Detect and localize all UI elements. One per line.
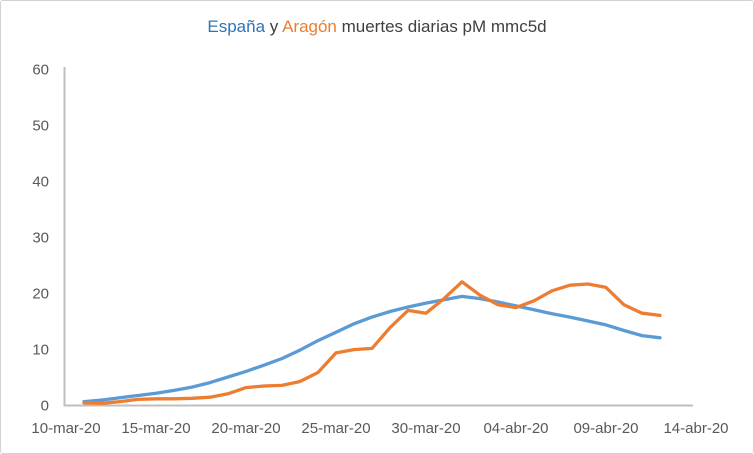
y-axis-tick-label: 60	[32, 62, 49, 79]
x-axis-tick-label: 04-abr-20	[483, 420, 548, 437]
y-axis-tick-label: 20	[32, 286, 49, 303]
y-axis-tick-label: 30	[32, 230, 49, 247]
x-axis-tick-label: 30-mar-20	[391, 420, 460, 437]
chart-title: España y Aragón muertes diarias pM mmc5d	[1, 17, 753, 37]
title-espana: España	[207, 17, 266, 36]
x-axis-tick-label: 25-mar-20	[301, 420, 370, 437]
x-axis-tick-label: 09-abr-20	[573, 420, 638, 437]
series-line-espana	[82, 294, 662, 404]
y-axis-tick-label: 0	[41, 398, 49, 415]
x-axis-tick-label: 14-abr-20	[663, 420, 728, 437]
y-axis-tick-label: 50	[32, 118, 49, 135]
x-axis-tick-label: 15-mar-20	[121, 420, 190, 437]
y-axis-tick-label: 40	[32, 174, 49, 191]
x-axis-tick-label: 20-mar-20	[211, 420, 280, 437]
title-rest: muertes diarias pM mmc5d	[336, 17, 547, 36]
series-line-aragon	[82, 280, 662, 405]
title-y: y	[265, 17, 283, 36]
y-axis-tick-label: 10	[32, 342, 49, 359]
title-aragon: Aragón	[282, 17, 337, 36]
x-axis-tick-label: 10-mar-20	[31, 420, 100, 437]
